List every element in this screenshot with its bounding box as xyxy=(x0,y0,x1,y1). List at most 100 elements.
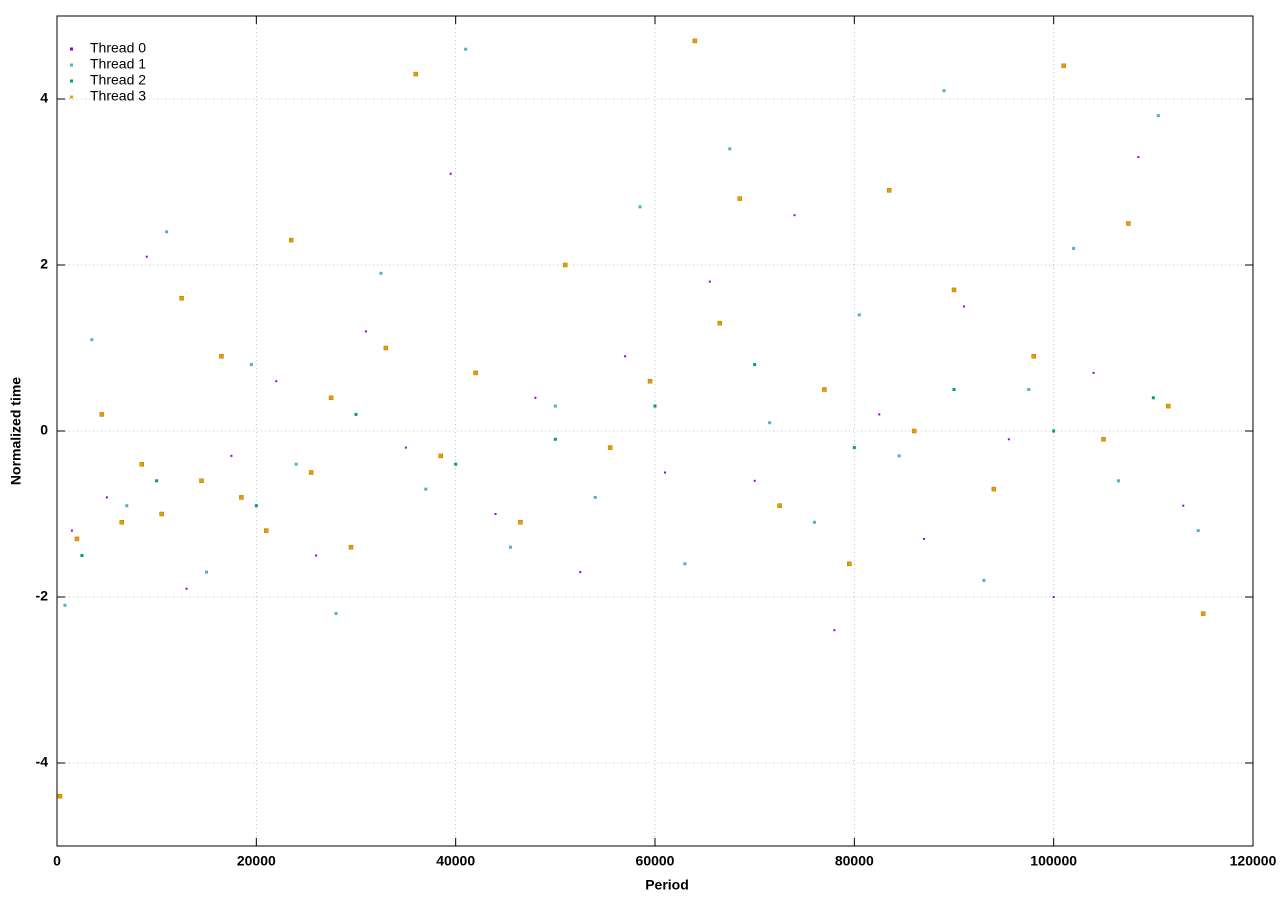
legend-marker xyxy=(70,95,73,99)
scatter-point xyxy=(534,396,537,399)
scatter-point xyxy=(159,511,164,517)
scatter-point xyxy=(1061,63,1066,69)
scatter-point xyxy=(139,461,144,467)
scatter-point xyxy=(822,387,827,392)
scatter-point xyxy=(80,554,84,557)
scatter-point xyxy=(57,793,63,799)
legend-marker xyxy=(70,79,73,83)
scatter-point xyxy=(155,479,159,483)
scatter-point xyxy=(607,445,613,450)
scatter-point xyxy=(219,354,224,359)
scatter-point xyxy=(878,413,881,416)
scatter-point xyxy=(683,562,687,566)
legend-marker xyxy=(70,47,73,51)
scatter-point xyxy=(105,496,108,499)
scatter-point xyxy=(288,237,294,243)
scatter-point xyxy=(553,437,557,441)
scatter-point xyxy=(777,503,782,508)
scatter-point xyxy=(717,320,723,326)
scatter-point xyxy=(1031,354,1036,359)
legend-marker xyxy=(70,63,73,67)
scatter-point xyxy=(857,313,861,317)
scatter-point xyxy=(1137,156,1140,159)
scatter-point xyxy=(1101,437,1106,442)
scatter-point xyxy=(624,355,627,358)
scatter-point xyxy=(982,578,986,582)
legend-label: Thread 3 xyxy=(90,88,146,104)
scatter-point xyxy=(1182,504,1185,507)
scatter-point xyxy=(239,495,244,500)
scatter-point xyxy=(1007,438,1010,441)
scatter-point xyxy=(254,504,258,508)
scatter-point xyxy=(962,305,965,308)
scatter-point xyxy=(424,487,428,491)
scatter-point xyxy=(413,71,419,77)
y-tick-label: 0 xyxy=(40,422,48,438)
scatter-point xyxy=(185,587,188,590)
scatter-point xyxy=(847,561,852,567)
x-axis-label: Period xyxy=(645,877,689,893)
scatter-point xyxy=(653,404,657,408)
scatter-point xyxy=(1126,221,1131,226)
scatter-point xyxy=(579,571,582,574)
scatter-point xyxy=(328,395,334,401)
scatter-point xyxy=(308,470,314,475)
scatter-point xyxy=(449,172,452,175)
scatter-point xyxy=(1052,596,1055,598)
scatter-point xyxy=(119,520,125,525)
scatter-point xyxy=(364,330,367,333)
scatter-point xyxy=(563,262,568,268)
scatter-point xyxy=(354,412,358,416)
scatter-point xyxy=(63,603,67,607)
scatter-point xyxy=(165,230,169,234)
scatter-point xyxy=(145,255,148,258)
scatter-point xyxy=(179,295,184,301)
legend-label: Thread 0 xyxy=(90,40,146,56)
scatter-point xyxy=(1052,429,1056,433)
scatter-point xyxy=(1200,611,1206,616)
y-axis-label: Normalized time xyxy=(8,377,24,485)
scatter-point xyxy=(728,147,732,151)
x-tick-label: 20000 xyxy=(237,853,276,869)
scatter-point xyxy=(793,214,796,217)
scatter-point xyxy=(125,504,129,508)
scatter-point xyxy=(334,612,338,616)
scatter-point xyxy=(951,287,957,293)
x-tick-label: 60000 xyxy=(636,853,675,869)
legend-label: Thread 2 xyxy=(90,72,146,88)
scatter-point xyxy=(708,280,711,283)
scatter-point xyxy=(518,520,523,525)
scatter-point xyxy=(553,404,557,408)
scatter-point xyxy=(90,338,94,342)
scatter-point xyxy=(473,370,478,376)
scatter-point xyxy=(886,188,892,193)
scatter-point xyxy=(812,520,816,524)
scatter-point xyxy=(942,89,946,93)
legend-label: Thread 1 xyxy=(90,56,146,72)
scatter-point xyxy=(383,345,389,351)
scatter-point xyxy=(348,544,354,550)
scatter-point xyxy=(454,462,458,466)
y-tick-label: -4 xyxy=(36,754,49,770)
scatter-point xyxy=(1072,246,1076,250)
scatter-point xyxy=(593,495,597,499)
scatter-point xyxy=(508,545,512,549)
scatter-point xyxy=(1166,403,1171,409)
scatter-point xyxy=(275,380,278,383)
scatter-point xyxy=(315,554,318,557)
scatter-point xyxy=(199,478,204,484)
scatter-point xyxy=(294,462,298,466)
plot-frame xyxy=(56,15,1254,847)
scatter-point xyxy=(464,47,468,51)
scatter-point xyxy=(753,363,757,367)
scatter-point xyxy=(1092,371,1095,374)
scatter-point xyxy=(230,454,233,457)
scatter-point xyxy=(737,196,742,201)
scatter-point xyxy=(205,570,208,574)
scatter-point xyxy=(379,271,383,275)
x-tick-label: 100000 xyxy=(1030,853,1077,869)
scatter-point xyxy=(1027,388,1031,391)
scatter-point xyxy=(753,479,756,482)
